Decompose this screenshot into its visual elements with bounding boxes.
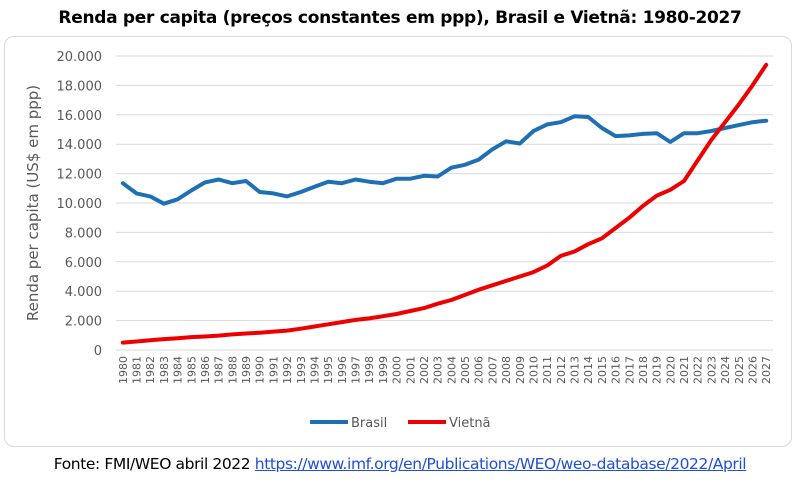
x-tick-label: 1997 bbox=[350, 356, 363, 384]
legend-label: Vietnã bbox=[449, 416, 491, 431]
x-tick-label: 2024 bbox=[719, 356, 732, 384]
x-tick-label: 2005 bbox=[459, 356, 472, 384]
x-tick-label: 1999 bbox=[377, 356, 390, 384]
series-line-brasil bbox=[120, 114, 769, 206]
x-tick-label: 1989 bbox=[240, 356, 253, 384]
x-tick-label: 2002 bbox=[418, 356, 431, 384]
x-tick-label: 2012 bbox=[555, 356, 568, 384]
y-tick-label: 8.000 bbox=[65, 226, 102, 241]
y-tick-label: 16.000 bbox=[57, 109, 103, 124]
legend-label: Brasil bbox=[351, 416, 387, 431]
y-tick-label: 2.000 bbox=[65, 315, 102, 330]
x-tick-label: 2016 bbox=[610, 356, 623, 384]
x-tick-label: 1982 bbox=[144, 356, 157, 384]
x-tick-label: 1985 bbox=[185, 356, 198, 384]
legend: Brasil Vietnã bbox=[310, 416, 491, 431]
x-tick-label: 2026 bbox=[746, 356, 759, 384]
y-tick-label: 12.000 bbox=[57, 168, 103, 183]
x-tick-label: 1995 bbox=[322, 356, 335, 384]
source-text: Fonte: FMI/WEO abril 2022 bbox=[53, 455, 255, 473]
y-tick-label: 0 bbox=[94, 344, 102, 359]
x-tick-label: 1998 bbox=[363, 356, 376, 384]
x-tick-label: 2010 bbox=[527, 356, 540, 384]
x-axis-ticks: 1980 1981 1982 1983 1984 1985 1986 1987 1988 1989… bbox=[117, 356, 773, 384]
x-tick-label: 1983 bbox=[158, 356, 171, 384]
legend-item: Brasil bbox=[310, 416, 387, 431]
legend-item: Vietnã bbox=[408, 416, 491, 431]
x-tick-label: 2004 bbox=[445, 356, 458, 384]
x-tick-label: 2009 bbox=[514, 356, 527, 384]
x-tick-label: 2017 bbox=[623, 356, 636, 384]
chart-title: Renda per capita (preços constantes em p… bbox=[58, 8, 742, 28]
x-tick-label: 1993 bbox=[295, 356, 308, 384]
x-tick-label: 1986 bbox=[199, 356, 212, 384]
x-tick-label: 2020 bbox=[664, 356, 677, 384]
y-tick-label: 10.000 bbox=[57, 197, 103, 212]
x-tick-label: 2006 bbox=[473, 356, 486, 384]
x-tick-label: 1987 bbox=[213, 356, 226, 384]
x-tick-label: 2001 bbox=[404, 356, 417, 384]
x-tick-label: 1980 bbox=[117, 356, 130, 384]
y-tick-label: 14.000 bbox=[57, 138, 103, 153]
x-tick-label: 2013 bbox=[569, 356, 582, 384]
gridlines bbox=[116, 55, 773, 351]
x-tick-label: 1988 bbox=[226, 356, 239, 384]
x-tick-label: 1981 bbox=[131, 356, 144, 384]
x-tick-label: 2027 bbox=[760, 356, 773, 384]
x-tick-label: 2018 bbox=[637, 356, 650, 384]
x-tick-label: 2014 bbox=[582, 356, 595, 384]
x-tick-label: 2019 bbox=[651, 356, 664, 384]
x-tick-label: 2023 bbox=[705, 356, 718, 384]
x-tick-label: 2022 bbox=[692, 356, 705, 384]
x-tick-label: 1990 bbox=[254, 356, 267, 384]
source-footer: Fonte: FMI/WEO abril 2022 https://www.im… bbox=[0, 455, 800, 473]
y-tick-label: 20.000 bbox=[57, 50, 103, 65]
chart-frame bbox=[4, 36, 792, 447]
source-link[interactable]: https://www.imf.org/en/Publications/WEO/… bbox=[254, 455, 747, 473]
y-tick-label: 4.000 bbox=[65, 285, 102, 300]
series-lines bbox=[120, 62, 769, 345]
y-axis-ticks: 0 2.000 4.000 6.000 8.000 10.000 12.000 14.000 1… bbox=[57, 50, 103, 359]
x-tick-label: 2008 bbox=[500, 356, 513, 384]
x-tick-label: 2003 bbox=[432, 356, 445, 384]
x-tick-label: 2025 bbox=[733, 356, 746, 384]
x-tick-label: 1996 bbox=[336, 356, 349, 384]
x-tick-label: 1991 bbox=[267, 356, 280, 384]
y-axis-label: Renda per capita (US$ em ppp) bbox=[24, 85, 42, 321]
x-tick-label: 2007 bbox=[486, 356, 499, 384]
x-tick-label: 2015 bbox=[596, 356, 609, 384]
y-tick-label: 6.000 bbox=[65, 256, 102, 271]
y-tick-label: 18.000 bbox=[57, 79, 103, 94]
x-tick-label: 2011 bbox=[541, 356, 554, 384]
x-tick-label: 2021 bbox=[678, 356, 691, 384]
x-tick-label: 1992 bbox=[281, 356, 294, 384]
x-tick-label: 2000 bbox=[391, 356, 404, 384]
series-line-vietnã bbox=[120, 62, 769, 345]
x-tick-label: 1984 bbox=[172, 356, 185, 384]
x-tick-label: 1994 bbox=[308, 356, 321, 384]
